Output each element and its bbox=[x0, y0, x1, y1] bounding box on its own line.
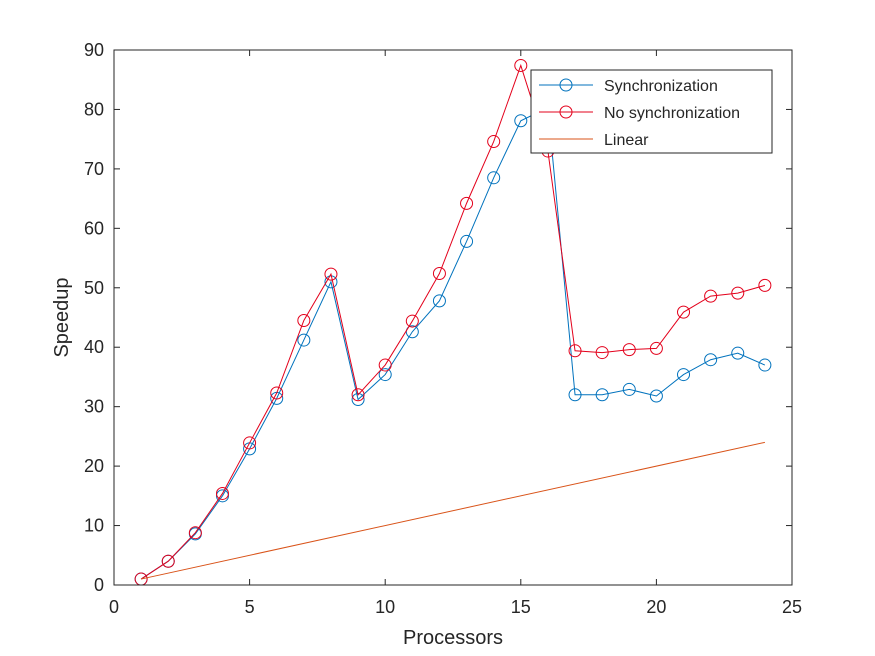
data-point bbox=[378, 368, 392, 382]
x-tick-label: 20 bbox=[646, 597, 666, 617]
plot-frame bbox=[113, 49, 793, 586]
legend-label: No synchronization bbox=[604, 105, 740, 122]
y-tick-label: 0 bbox=[94, 575, 104, 595]
data-point bbox=[568, 344, 582, 358]
legend-entry: Linear bbox=[539, 132, 649, 149]
data-point bbox=[649, 389, 663, 403]
data-point bbox=[677, 368, 691, 382]
y-tick-label: 10 bbox=[84, 516, 104, 536]
series-linear bbox=[141, 441, 765, 580]
data-point bbox=[297, 313, 311, 327]
legend-label: Synchronization bbox=[604, 78, 718, 95]
series-line bbox=[141, 441, 765, 580]
data-point bbox=[677, 305, 691, 319]
data-point bbox=[161, 554, 175, 568]
data-point bbox=[188, 526, 202, 540]
data-point bbox=[324, 267, 338, 281]
data-point bbox=[487, 171, 501, 185]
data-point bbox=[297, 333, 311, 347]
series-layer bbox=[134, 58, 772, 586]
x-tick-label: 15 bbox=[511, 597, 531, 617]
y-axis-label: Speedup bbox=[51, 277, 73, 357]
data-point bbox=[405, 325, 419, 339]
y-tick-label: 90 bbox=[84, 40, 104, 60]
data-point bbox=[704, 353, 718, 367]
y-tick-label: 70 bbox=[84, 159, 104, 179]
data-point bbox=[649, 341, 663, 355]
y-tick-label: 20 bbox=[84, 456, 104, 476]
x-tick-label: 10 bbox=[375, 597, 395, 617]
data-point bbox=[270, 386, 284, 400]
data-point bbox=[432, 267, 446, 281]
data-point bbox=[243, 436, 257, 450]
data-point bbox=[514, 114, 528, 128]
series-line bbox=[140, 63, 766, 580]
data-point bbox=[758, 278, 772, 292]
data-point bbox=[351, 388, 365, 402]
data-point bbox=[378, 358, 392, 372]
legend-entry: No synchronization bbox=[539, 105, 740, 122]
legend-label: Linear bbox=[604, 132, 649, 149]
legend-entry: Synchronization bbox=[539, 78, 718, 95]
legend-marker bbox=[559, 78, 573, 92]
data-point bbox=[487, 135, 501, 149]
data-point bbox=[405, 314, 419, 328]
y-tick-label: 50 bbox=[84, 278, 104, 298]
data-point bbox=[704, 289, 718, 303]
y-tick-label: 40 bbox=[84, 337, 104, 357]
data-point bbox=[460, 234, 474, 248]
y-tick-label: 60 bbox=[84, 218, 104, 238]
data-point bbox=[595, 346, 609, 360]
y-tick-label: 30 bbox=[84, 397, 104, 417]
x-axis-label: Processors bbox=[403, 627, 503, 649]
data-point bbox=[568, 388, 582, 402]
data-point bbox=[622, 343, 636, 357]
legend: Synchronization No synchronization Linear bbox=[530, 69, 773, 154]
data-point bbox=[622, 382, 636, 396]
x-tick-label: 25 bbox=[782, 597, 802, 617]
data-point bbox=[758, 358, 772, 372]
series-no-synchronization bbox=[134, 58, 772, 586]
data-point bbox=[514, 58, 528, 72]
x-tick-label: 0 bbox=[109, 597, 119, 617]
data-point bbox=[215, 486, 229, 500]
series-synchronization bbox=[134, 101, 772, 586]
y-tick-label: 80 bbox=[84, 99, 104, 119]
data-point bbox=[731, 286, 745, 300]
data-point bbox=[460, 196, 474, 210]
data-point bbox=[595, 388, 609, 402]
data-point bbox=[731, 346, 745, 360]
legend-marker bbox=[559, 105, 573, 119]
x-tick-label: 5 bbox=[245, 597, 255, 617]
axis-ticks: 0 5 10 15 20 25 0 10 20 30 40 50 60 70 80 90 bbox=[84, 40, 802, 617]
data-point bbox=[432, 294, 446, 308]
